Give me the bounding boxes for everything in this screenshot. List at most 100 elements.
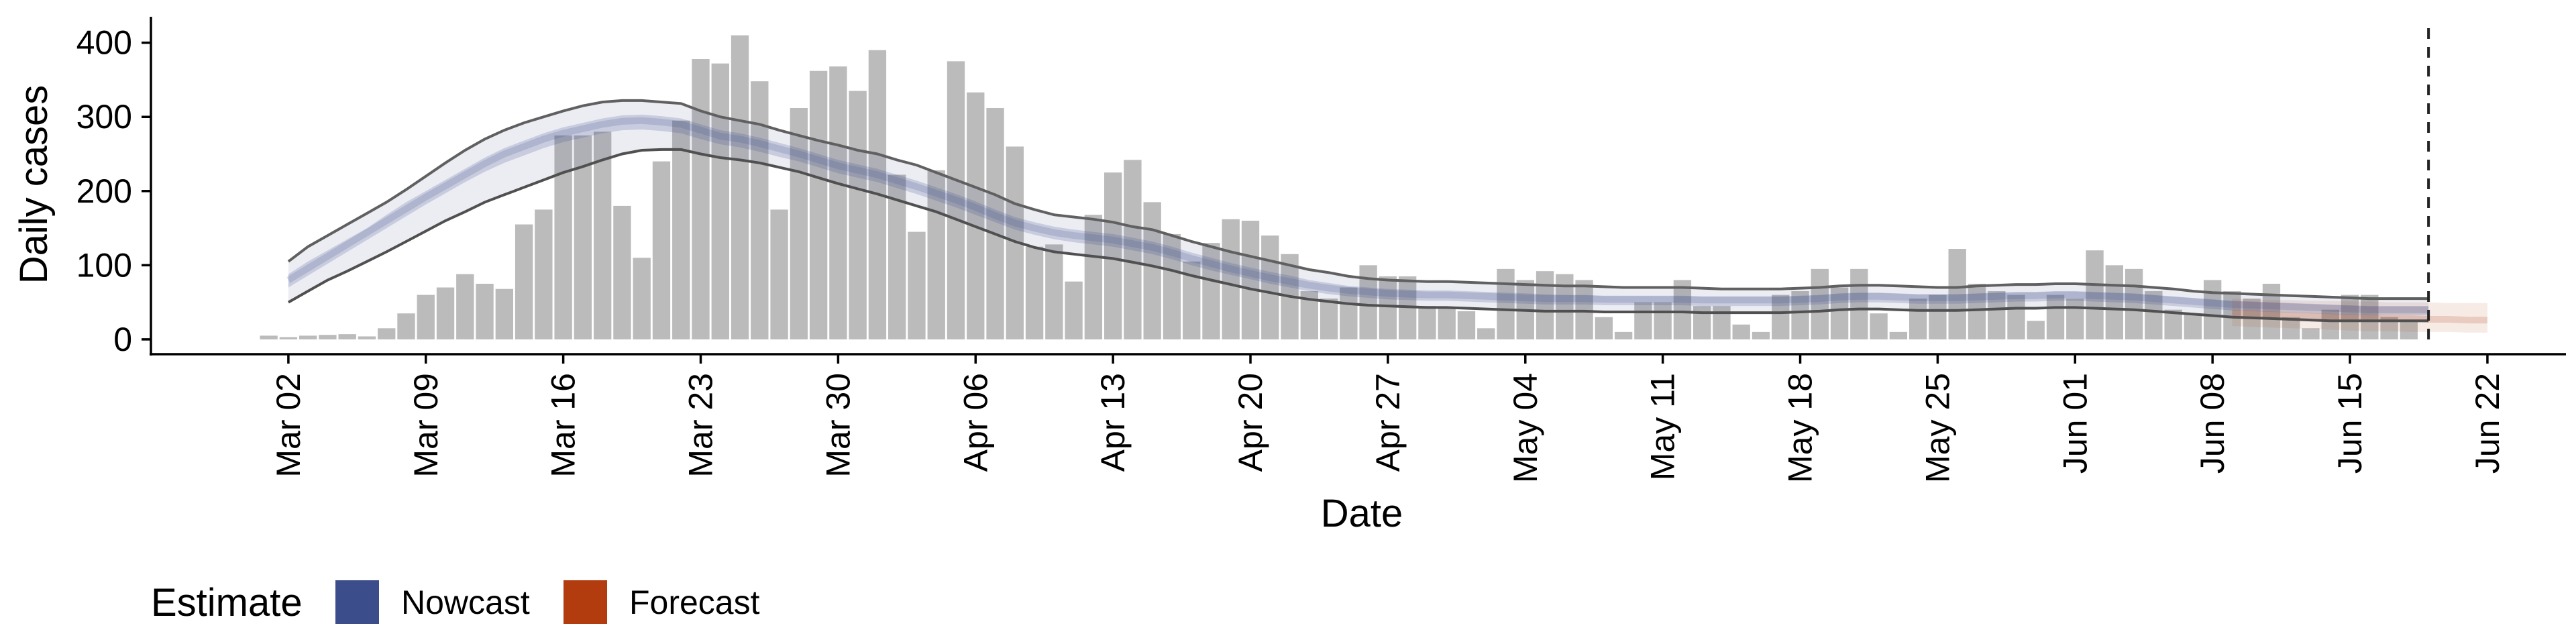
bar xyxy=(731,35,749,339)
bar xyxy=(1320,299,1338,339)
bar xyxy=(476,283,494,339)
bar xyxy=(2400,321,2418,339)
x-tick-label: Jun 22 xyxy=(2469,373,2506,474)
x-tick-label: Mar 30 xyxy=(819,373,857,478)
bar xyxy=(1477,328,1495,339)
bar xyxy=(1850,268,1868,339)
x-tick-label: Mar 16 xyxy=(545,373,582,478)
y-ticks: 0 100 200 300 400 xyxy=(76,24,151,358)
bar xyxy=(2027,321,2045,339)
bar xyxy=(299,335,317,339)
bar xyxy=(1261,235,1279,339)
bar xyxy=(397,313,415,339)
bar xyxy=(2125,268,2143,339)
bar xyxy=(594,131,612,339)
bar xyxy=(1457,311,1476,339)
x-tick-label: Mar 02 xyxy=(270,373,307,478)
y-tick-label: 100 xyxy=(76,246,132,284)
bar xyxy=(436,287,455,339)
bar xyxy=(319,335,337,339)
bar xyxy=(2164,309,2182,339)
bar xyxy=(2204,280,2222,339)
bar xyxy=(986,107,1004,339)
bar xyxy=(809,70,828,339)
bar xyxy=(1772,294,1790,339)
bar xyxy=(2145,291,2163,339)
bar xyxy=(672,120,690,339)
bar xyxy=(279,337,298,339)
bar xyxy=(711,63,729,339)
x-tick-label: May 25 xyxy=(1919,373,1956,483)
bar xyxy=(1241,221,1260,339)
bar xyxy=(1654,302,1672,339)
bar xyxy=(2086,250,2104,339)
bar xyxy=(2007,294,2025,339)
x-tick-label: Apr 13 xyxy=(1094,373,1132,472)
bar xyxy=(2046,294,2065,339)
y-tick-label: 300 xyxy=(76,98,132,136)
bar xyxy=(2321,309,2339,339)
bars-layer xyxy=(260,35,2418,339)
bar xyxy=(1595,317,1613,339)
bar xyxy=(2262,283,2281,339)
bar xyxy=(1143,202,1161,339)
x-tick-label: Apr 06 xyxy=(957,373,994,472)
legend-swatch-nowcast xyxy=(335,580,379,624)
bar xyxy=(1673,280,1692,339)
bar xyxy=(947,61,965,339)
bar xyxy=(1732,324,1750,339)
bar xyxy=(1830,287,1849,339)
x-tick-label: Mar 09 xyxy=(407,373,445,478)
y-tick-label: 200 xyxy=(76,172,132,210)
bar xyxy=(652,161,671,339)
bar xyxy=(1909,299,1927,339)
bar xyxy=(1045,244,1063,339)
bar xyxy=(908,231,926,339)
bar xyxy=(260,335,278,339)
y-tick-label: 400 xyxy=(76,24,132,62)
bar xyxy=(1536,271,1554,339)
bar xyxy=(967,92,985,339)
bar xyxy=(1438,308,1456,339)
nowcast-median xyxy=(286,117,2429,313)
bar xyxy=(417,294,435,339)
x-tick-label: Mar 23 xyxy=(682,373,720,478)
x-axis-title: Date xyxy=(1321,492,1403,535)
nowcast-band-90 xyxy=(288,100,2429,321)
x-tick-label: May 18 xyxy=(1782,373,1819,483)
x-tick-label: May 04 xyxy=(1507,373,1544,483)
nowcast-lower-line xyxy=(287,148,2429,323)
bar xyxy=(613,205,631,339)
bar xyxy=(495,288,513,339)
bar xyxy=(1340,287,1358,339)
nowcast-band-50 xyxy=(288,114,2429,315)
bar xyxy=(1791,291,1809,339)
bar xyxy=(849,91,867,339)
bar xyxy=(1968,283,1986,339)
bar xyxy=(692,59,710,339)
bar xyxy=(358,336,376,339)
nowcast-upper-line xyxy=(287,99,2429,301)
bar xyxy=(1575,280,1593,339)
bar xyxy=(1084,215,1103,339)
bar xyxy=(1811,268,1829,339)
bar xyxy=(338,334,356,339)
bar xyxy=(2302,328,2320,339)
bar xyxy=(1929,294,1947,339)
bar xyxy=(2184,313,2202,339)
bar xyxy=(1948,249,1966,339)
legend-label-nowcast: Nowcast xyxy=(401,584,530,621)
bar xyxy=(751,81,769,339)
bar xyxy=(2361,294,2379,339)
forecast-median xyxy=(2232,310,2487,324)
bands-layer xyxy=(286,100,2487,333)
bar xyxy=(829,66,847,339)
y-axis-title: Daily cases xyxy=(12,85,56,284)
bar xyxy=(1497,268,1515,339)
forecast-band-90 xyxy=(2232,299,2487,333)
bar xyxy=(1614,331,1633,339)
bar xyxy=(378,328,396,339)
bar xyxy=(535,209,553,339)
bar xyxy=(770,209,788,339)
